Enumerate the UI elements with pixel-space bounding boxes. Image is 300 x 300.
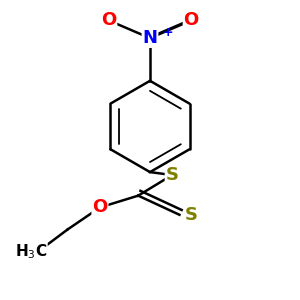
Text: O: O bbox=[101, 11, 116, 29]
Text: S: S bbox=[166, 166, 178, 184]
Text: S: S bbox=[185, 206, 198, 224]
Text: +: + bbox=[162, 26, 173, 39]
Text: H$_3$C: H$_3$C bbox=[15, 242, 47, 261]
Text: O: O bbox=[184, 11, 199, 29]
Text: O: O bbox=[92, 198, 108, 216]
Text: N: N bbox=[142, 29, 158, 47]
